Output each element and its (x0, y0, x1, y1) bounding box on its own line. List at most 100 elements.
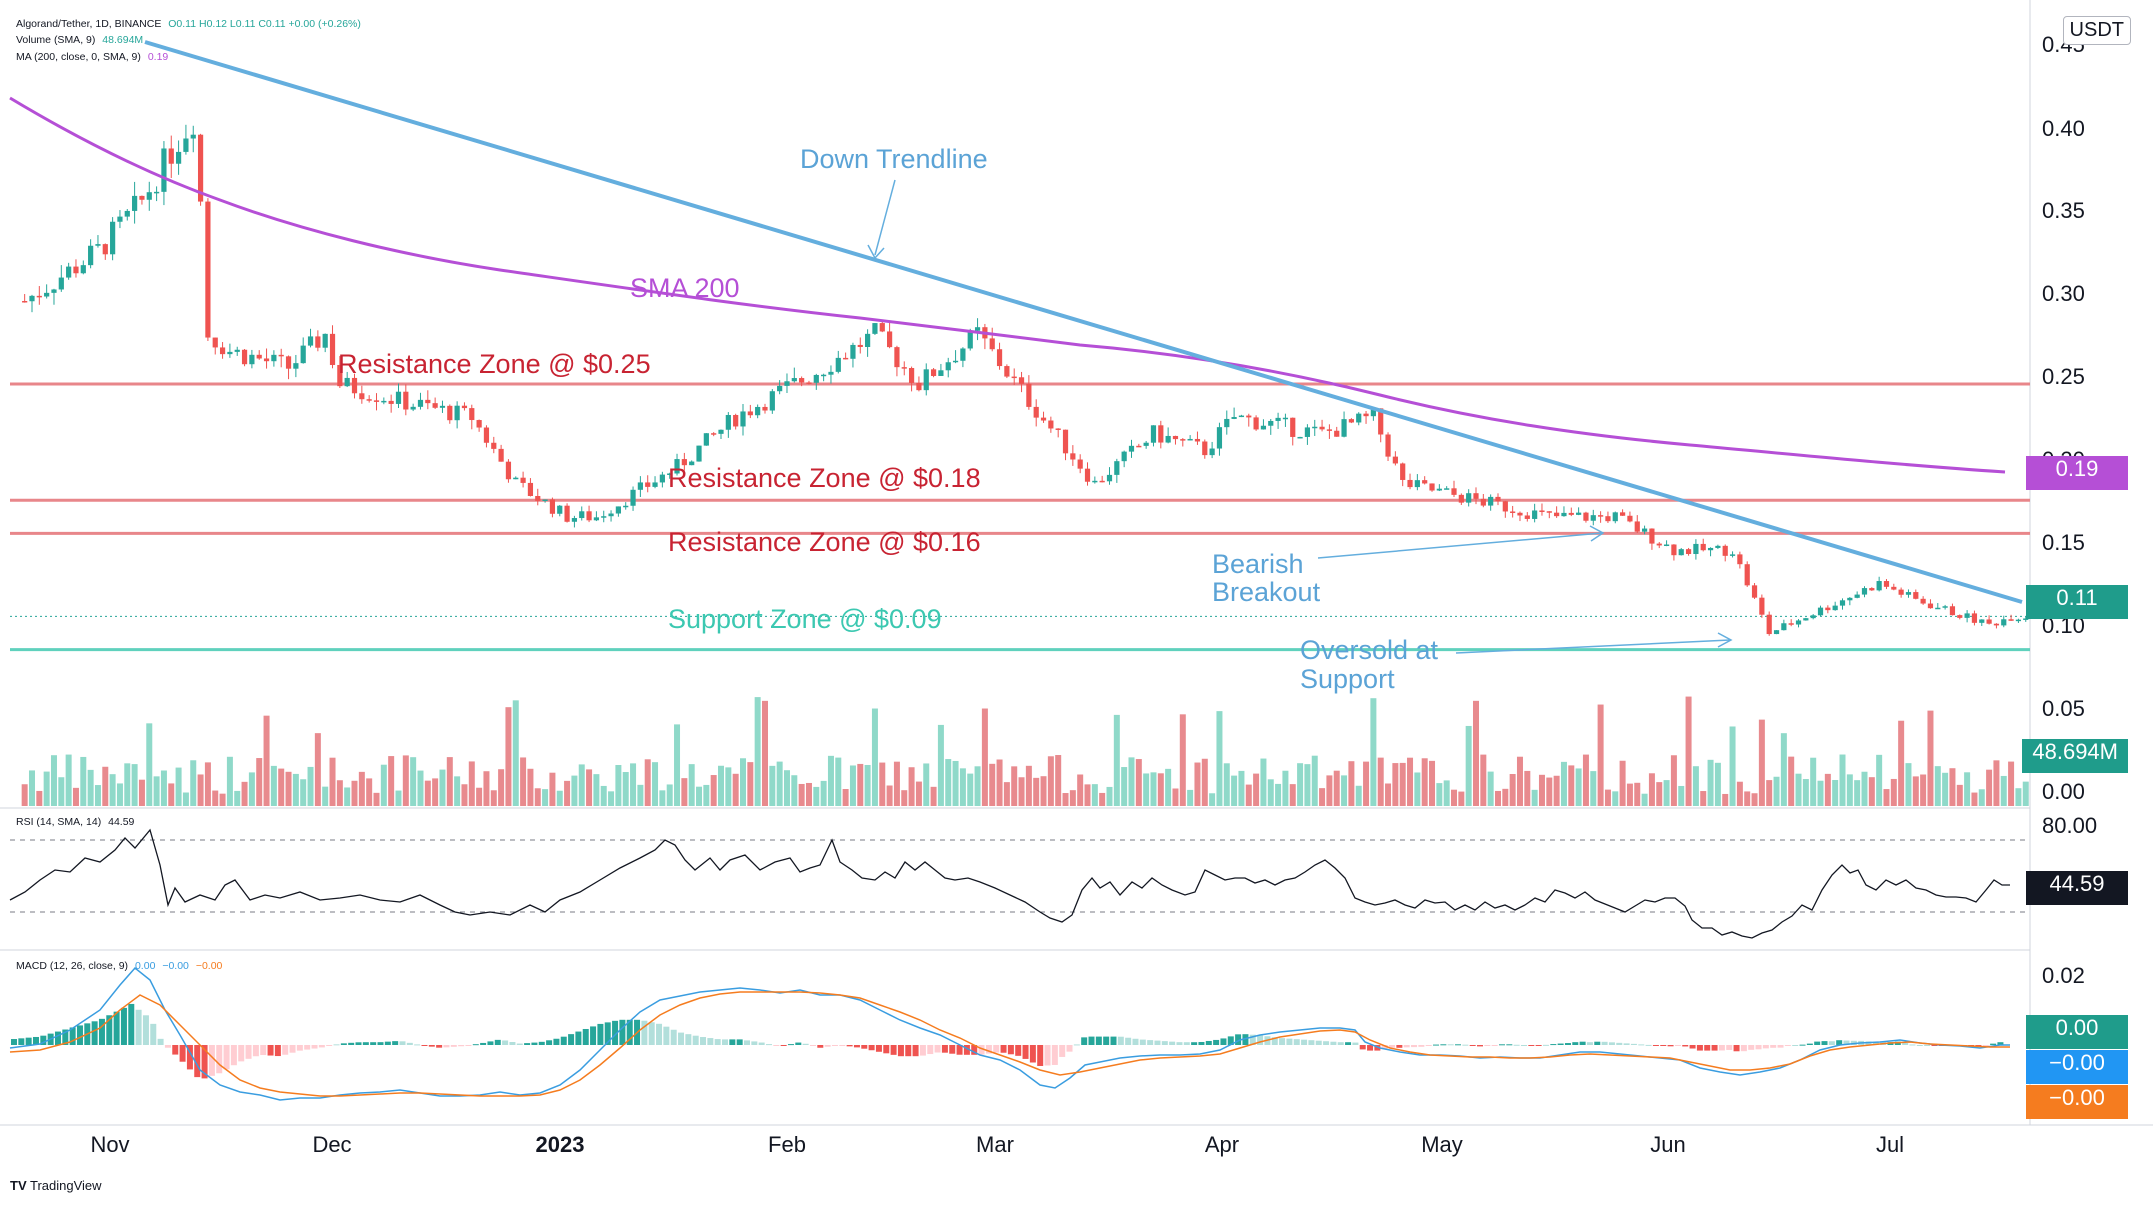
rsi-badge: 44.59 (2026, 871, 2128, 905)
macd-hist-bar (1872, 1041, 1879, 1045)
candle-body (307, 336, 314, 346)
macd-hist-bar (927, 1045, 934, 1055)
volume-bar (1077, 774, 1084, 806)
volume-bar (270, 765, 277, 806)
macd-hist-bar (1095, 1036, 1102, 1045)
candle-body (454, 405, 460, 421)
macd-hist-bar (678, 1032, 685, 1045)
down-trendline-arrow (874, 179, 896, 256)
candle-body (300, 345, 306, 364)
tradingview-logo[interactable]: TV TradingView (10, 1178, 102, 1193)
rsi-header[interactable]: RSI (14, SMA, 14) 44.59 (16, 816, 134, 828)
volume-bar (483, 771, 490, 806)
macd-hist-bar (1425, 1045, 1432, 1046)
sma-badge: 0.19 (2026, 456, 2128, 490)
volume-bar (945, 759, 952, 806)
macd-hist-bar (700, 1037, 707, 1045)
macd-hist-bar (1777, 1045, 1784, 1048)
volume-bar (1876, 754, 1883, 806)
candle-body (1444, 488, 1450, 490)
volume-bar (1018, 777, 1025, 806)
volume-bar (1407, 757, 1414, 806)
macd-hist-bar (1117, 1036, 1124, 1045)
candle-body (1488, 496, 1494, 506)
candle-body (1832, 605, 1838, 611)
candle-body (681, 459, 687, 466)
volume-bar (886, 785, 893, 806)
volume-bar (2022, 781, 2029, 806)
candle-body (879, 323, 885, 332)
macd-hist-bar (1132, 1038, 1139, 1045)
volume-bar (1758, 719, 1765, 806)
volume-bar (1971, 792, 1978, 806)
volume-bar (754, 697, 761, 806)
candle-body (762, 406, 768, 411)
volume-bar (1802, 779, 1809, 806)
ma-header[interactable]: MA (200, close, 0, SMA, 9) 0.19 (16, 51, 168, 63)
volume-bar (937, 724, 944, 806)
candle-body (1979, 619, 1985, 623)
volume-bar (1135, 759, 1142, 806)
macd-hist-bar (1403, 1045, 1410, 1048)
candle-body (322, 333, 328, 348)
candle-body (1634, 521, 1640, 532)
volume-bar (1025, 765, 1032, 806)
macd-hist-bar (1645, 1044, 1652, 1046)
volume-bar (959, 768, 966, 806)
candle-body (637, 482, 643, 490)
volume-bar (1062, 793, 1069, 806)
candle-body (197, 134, 204, 202)
volume-bar (278, 768, 285, 806)
candle-body (974, 327, 981, 331)
macd-header[interactable]: MACD (12, 26, close, 9) 0.00 −0.00 −0.00 (16, 960, 222, 972)
volume-bar (1443, 780, 1450, 806)
macd-hist-bar (516, 1043, 523, 1045)
volume-bar (498, 769, 505, 806)
volume-bar (1341, 775, 1348, 806)
candle-body (1590, 515, 1596, 521)
volume-bar (1487, 771, 1494, 806)
macd-hist-bar (1711, 1045, 1718, 1051)
volume-bar (1685, 696, 1692, 806)
macd-hist-bar (289, 1045, 296, 1053)
volume-bar (1634, 782, 1641, 806)
candle-body (146, 192, 152, 200)
volume-bar (109, 774, 116, 806)
volume-bar (1231, 775, 1238, 806)
candle-body (491, 442, 497, 449)
time-label: Apr (1205, 1132, 1239, 1157)
macd-hist-bar (890, 1045, 897, 1055)
macd-hist-bar (1044, 1045, 1051, 1066)
macd-hist-bar (795, 1042, 802, 1045)
macd-hist-bar (824, 1045, 831, 1047)
volume-bar (1509, 774, 1516, 806)
candle-body (696, 445, 702, 462)
macd-hist-bar (238, 1045, 245, 1062)
candle-body (1744, 564, 1750, 586)
candle-body (1935, 607, 1941, 610)
candle-body (1891, 586, 1897, 590)
macd-hist-bar (1660, 1045, 1667, 1046)
candle-body (769, 391, 775, 411)
price-tick: 0.00 (2042, 779, 2085, 804)
candle-body (535, 495, 541, 501)
volume-bar (21, 784, 28, 806)
symbol-header[interactable]: Algorand/Tether, 1D, BINANCE O0.11 H0.12… (16, 18, 361, 30)
macd-hist-bar (1323, 1041, 1330, 1045)
macd-hist-bar (399, 1041, 406, 1045)
volume-header[interactable]: Volume (SMA, 9) 48.694M (16, 34, 143, 46)
macd-hist-bar (172, 1045, 179, 1055)
volume-bar (813, 786, 820, 806)
volume-bar (72, 787, 79, 806)
candle-body (1927, 603, 1934, 609)
macd-hist-bar (941, 1045, 948, 1053)
macd-hist-bar (1689, 1045, 1696, 1049)
currency-selector[interactable]: USDT (2062, 16, 2131, 45)
macd-hist-bar (597, 1023, 604, 1045)
candle-body (1356, 413, 1362, 423)
macd-hist-bar (1396, 1045, 1403, 1048)
macd-hist-bar (502, 1040, 509, 1045)
price-tick: 0.40 (2042, 116, 2085, 141)
macd-hist-bar (480, 1042, 487, 1045)
